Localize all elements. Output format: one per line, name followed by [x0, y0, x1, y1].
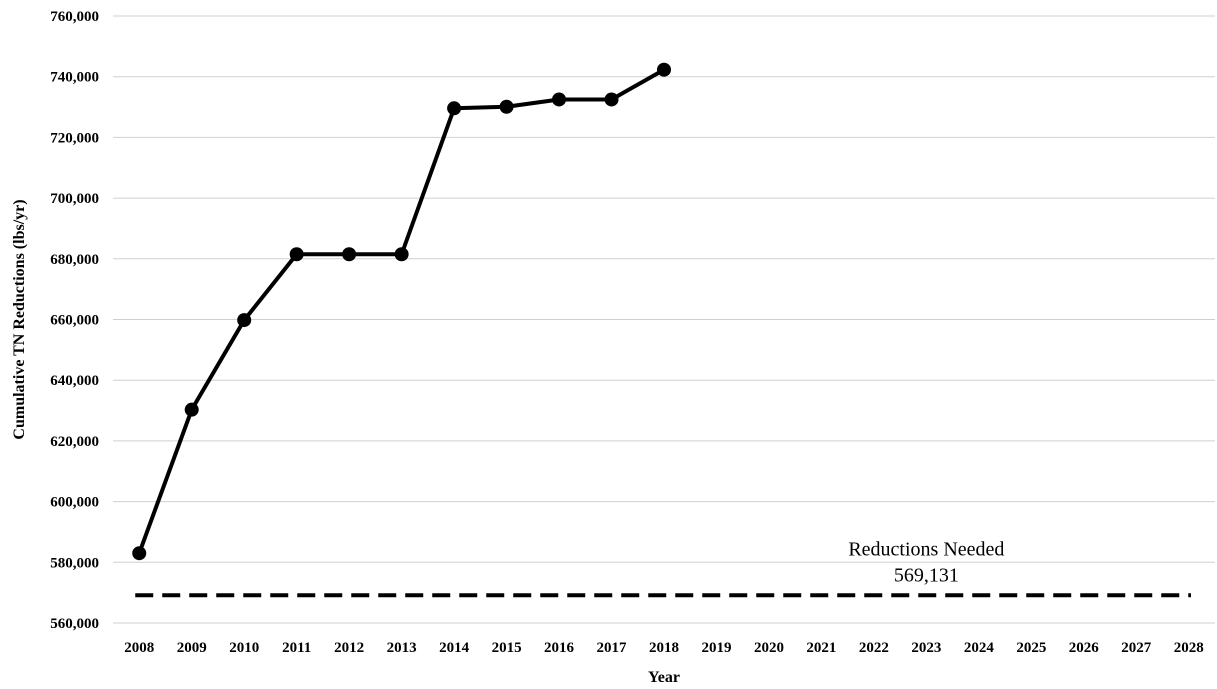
- data-point: [604, 92, 619, 107]
- x-tick-label: 2023: [911, 640, 941, 656]
- x-tick-label: 2024: [964, 640, 995, 656]
- data-point: [657, 62, 671, 77]
- x-axis-title: Year: [648, 669, 680, 686]
- y-axis-title: Cumulative TN Reductions (lbs/yr): [11, 199, 28, 439]
- x-tick-label: 2020: [754, 640, 784, 656]
- x-tick-label: 2015: [492, 640, 522, 656]
- y-tick-label: 760,000: [50, 9, 99, 25]
- data-point: [552, 92, 567, 107]
- x-tick-label: 2011: [282, 640, 311, 656]
- x-tick-label: 2012: [334, 640, 364, 656]
- x-tick-label: 2018: [649, 640, 679, 656]
- data-point: [447, 101, 462, 116]
- y-tick-label: 680,000: [50, 252, 99, 268]
- x-tick-label: 2009: [177, 640, 207, 656]
- y-tick-label: 640,000: [50, 373, 99, 389]
- x-tick-label: 2027: [1121, 640, 1152, 656]
- data-point: [132, 546, 147, 561]
- x-tick-label: 2008: [124, 640, 154, 656]
- y-tick-label: 620,000: [50, 434, 99, 450]
- y-tick-label: 700,000: [50, 191, 99, 207]
- reference-label: Reductions Needed: [848, 538, 1004, 560]
- x-tick-label: 2019: [701, 640, 731, 656]
- y-tick-label: 600,000: [50, 495, 99, 511]
- x-tick-label: 2028: [1174, 640, 1204, 656]
- y-axis-ticks: 560,000 580,000 600,000 620,000 640,000 660,0…: [50, 9, 99, 632]
- x-tick-label: 2017: [597, 640, 628, 656]
- x-tick-label: 2021: [806, 640, 836, 656]
- y-tick-label: 660,000: [50, 313, 99, 329]
- x-tick-label: 2022: [859, 640, 889, 656]
- data-point: [289, 247, 304, 262]
- y-tick-label: 740,000: [50, 70, 99, 86]
- data-point: [499, 99, 514, 114]
- x-tick-label: 2013: [387, 640, 417, 656]
- data-point: [184, 402, 199, 417]
- data-point: [394, 247, 409, 262]
- gridlines: [113, 15, 1215, 624]
- x-axis-ticks: 2008 2009 2010 2011 2012 2013 2014 2015 2016 2017…: [124, 640, 1204, 656]
- y-tick-label: 720,000: [50, 130, 99, 146]
- reference-value-label: 569,131: [894, 564, 959, 586]
- x-tick-label: 2014: [439, 640, 470, 656]
- data-point: [237, 313, 252, 328]
- series-line: [137, 67, 665, 554]
- data-point: [342, 247, 357, 262]
- x-tick-label: 2025: [1016, 640, 1046, 656]
- x-tick-label: 2026: [1069, 640, 1100, 656]
- y-tick-label: 560,000: [50, 616, 99, 632]
- x-tick-label: 2016: [544, 640, 575, 656]
- y-tick-label: 580,000: [50, 555, 99, 571]
- series-group: [132, 62, 671, 561]
- x-tick-label: 2010: [229, 640, 259, 656]
